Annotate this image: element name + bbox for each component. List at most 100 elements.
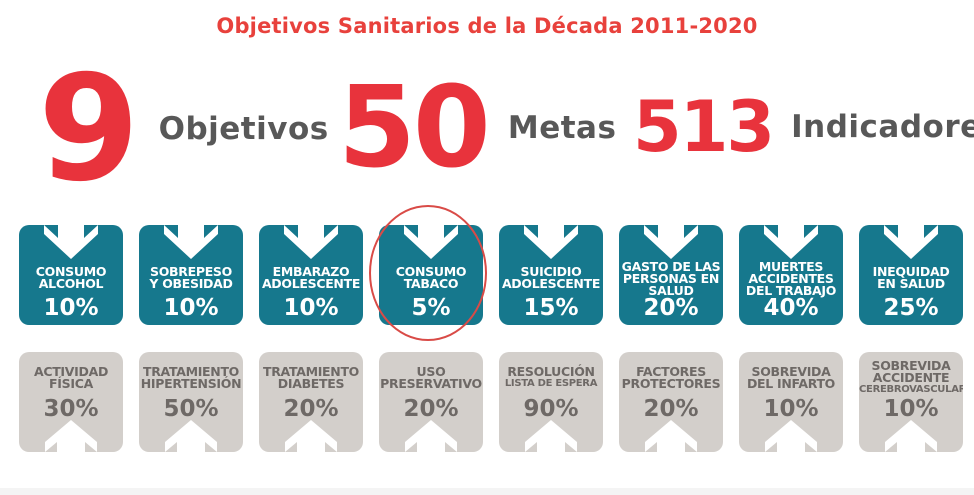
- card-label-line: EMBARAZO: [272, 264, 350, 279]
- stat-number: 9: [38, 44, 140, 214]
- card-percent: 15%: [523, 295, 579, 321]
- card-label: GASTO DE LAS PERSONAS EN SALUD: [619, 259, 723, 298]
- stat-objetivos: 9 Objetivos: [38, 56, 329, 202]
- goal-card-5: SUICIDIO ADOLESCENTE 15%: [499, 225, 603, 325]
- highlight-circle: [369, 205, 487, 341]
- stat-metas: 50 Metas: [338, 72, 616, 184]
- page-title: Objetivos Sanitarios de la Década 2011-2…: [216, 14, 758, 38]
- goal-card-6: GASTO DE LAS PERSONAS EN SALUD 20%: [619, 225, 723, 325]
- card-label-line: SUICIDIO: [520, 264, 582, 279]
- card-percent: 10%: [43, 295, 99, 321]
- card-label: CONSUMO ALCOHOL: [19, 265, 123, 291]
- card-percent: 90%: [523, 396, 579, 422]
- card-label-line: ALCOHOL: [38, 276, 104, 291]
- card-label-line: DEL TRABAJO: [745, 283, 837, 298]
- card-label-line: Y OBESIDAD: [149, 276, 233, 291]
- card-label-line: GASTO DE LAS: [621, 259, 721, 274]
- target-card-3: TRATAMIENTO DIABETES 20%: [259, 352, 363, 452]
- stat-label: Metas: [507, 110, 617, 146]
- card-label-line: DIABETES: [277, 376, 345, 391]
- card-percent: 10%: [163, 295, 219, 321]
- target-card-6: FACTORES PROTECTORES 20%: [619, 352, 723, 452]
- card-label-line: MUERTES: [758, 259, 824, 274]
- card-label-line: PRESERVATIVO: [380, 376, 482, 391]
- target-card-8: SOBREVIDA ACCIDENTE CEREBROVASCULAR 10%: [859, 352, 963, 452]
- card-label: TRATAMIENTO DIABETES: [259, 364, 363, 391]
- arrow-up-icon: [765, 420, 817, 452]
- card-label-line: USO: [416, 364, 446, 379]
- target-card-2: TRATAMIENTO HIPERTENSIÓN 50%: [139, 352, 243, 452]
- target-card-4: USO PRESERVATIVO 20%: [379, 352, 483, 452]
- card-percent: 10%: [763, 396, 819, 422]
- card-label-line: DEL INFARTO: [746, 376, 836, 391]
- arrow-down-icon: [884, 225, 938, 259]
- arrow-up-icon: [645, 420, 697, 452]
- card-label: FACTORES PROTECTORES: [619, 364, 723, 391]
- card-label-line: LISTA DE ESPERA: [504, 378, 598, 389]
- card-label: SOBREVIDA DEL INFARTO: [739, 364, 843, 391]
- stat-number: 50: [338, 63, 491, 193]
- card-label-line: ADOLESCENTE: [501, 276, 601, 291]
- card-percent: 50%: [163, 396, 219, 422]
- card-percent: 20%: [283, 396, 339, 422]
- card-label-line: HIPERTENSIÓN: [140, 376, 242, 391]
- card-percent: 20%: [403, 396, 459, 422]
- card-label-line: PROTECTORES: [621, 376, 721, 391]
- card-percent: 25%: [883, 295, 939, 321]
- card-label: SOBREVIDA ACCIDENTE CEREBROVASCULAR: [859, 359, 963, 396]
- bottom-strip: [0, 488, 974, 495]
- arrow-up-icon: [165, 420, 217, 452]
- card-label-line: FÍSICA: [49, 376, 93, 391]
- card-label-line: SOBREPESO: [150, 264, 232, 279]
- arrow-down-icon: [44, 225, 98, 259]
- card-label: SOBREPESO Y OBESIDAD: [139, 264, 243, 291]
- arrow-up-icon: [885, 420, 937, 452]
- card-percent: 30%: [43, 396, 99, 422]
- arrow-up-icon: [405, 420, 457, 452]
- card-label-line: INEQUIDAD: [872, 264, 950, 279]
- card-label: INEQUIDAD EN SALUD: [859, 264, 963, 291]
- arrow-down-icon: [524, 225, 578, 259]
- target-card-1: ACTIVIDAD FÍSICA 30%: [19, 352, 123, 452]
- stat-label: Objetivos: [158, 111, 329, 147]
- card-label-line: CEREBROVASCULAR: [859, 384, 963, 395]
- card-label-line: FACTORES: [636, 364, 706, 379]
- card-label-line: ACCIDENTES: [748, 271, 834, 286]
- card-label-line: ACCIDENTE: [872, 370, 950, 385]
- card-percent: 10%: [283, 295, 339, 321]
- goal-card-3: EMBARAZO ADOLESCENTE 10%: [259, 225, 363, 325]
- arrow-up-icon: [525, 420, 577, 452]
- card-label-line: EN SALUD: [877, 276, 945, 291]
- arrow-down-icon: [284, 225, 338, 259]
- target-card-7: SOBREVIDA DEL INFARTO 10%: [739, 352, 843, 452]
- card-label: ACTIVIDAD FÍSICA: [19, 364, 123, 391]
- target-card-5: RESOLUCIÓN LISTA DE ESPERA 90%: [499, 352, 603, 452]
- stat-label: Indicadores: [791, 109, 974, 145]
- card-label-line: SOBREVIDA: [751, 364, 831, 379]
- goal-card-2: SOBREPESO Y OBESIDAD 10%: [139, 225, 243, 325]
- card-label: USO PRESERVATIVO: [379, 364, 483, 391]
- card-percent: 20%: [643, 295, 699, 321]
- card-label: RESOLUCIÓN LISTA DE ESPERA: [499, 364, 603, 390]
- goal-card-7: MUERTES ACCIDENTES DEL TRABAJO 40%: [739, 225, 843, 325]
- card-label: TRATAMIENTO HIPERTENSIÓN: [139, 364, 243, 391]
- card-label-line: RESOLUCIÓN: [507, 364, 595, 379]
- arrow-up-icon: [285, 420, 337, 452]
- stat-indicadores: 513 Indicadores: [633, 92, 974, 162]
- stat-number: 513: [633, 86, 775, 168]
- card-label-line: ACTIVIDAD: [33, 364, 109, 379]
- card-label-line: ADOLESCENTE: [261, 276, 361, 291]
- card-label: SUICIDIO ADOLESCENTE: [499, 264, 603, 291]
- goal-card-8: INEQUIDAD EN SALUD 25%: [859, 225, 963, 325]
- card-percent: 10%: [883, 396, 939, 422]
- arrow-up-icon: [45, 420, 97, 452]
- card-percent: 40%: [763, 295, 819, 321]
- card-label-line: TRATAMIENTO: [142, 364, 240, 379]
- arrow-down-icon: [764, 225, 818, 259]
- arrow-down-icon: [164, 225, 218, 259]
- arrow-down-icon: [644, 225, 698, 259]
- card-label-line: SALUD: [648, 283, 694, 298]
- card-label-line: TRATAMIENTO: [262, 364, 360, 379]
- card-label: MUERTES ACCIDENTES DEL TRABAJO: [739, 259, 843, 298]
- goal-card-1: CONSUMO ALCOHOL 10%: [19, 225, 123, 325]
